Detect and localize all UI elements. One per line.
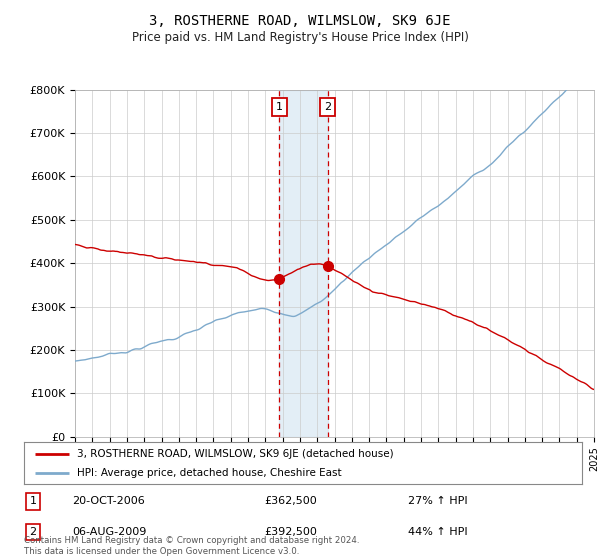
Text: 3, ROSTHERNE ROAD, WILMSLOW, SK9 6JE (detached house): 3, ROSTHERNE ROAD, WILMSLOW, SK9 6JE (de… — [77, 449, 394, 459]
Text: 1: 1 — [29, 496, 37, 506]
Text: 20-OCT-2006: 20-OCT-2006 — [72, 496, 145, 506]
Text: 44% ↑ HPI: 44% ↑ HPI — [408, 527, 467, 537]
Text: 1: 1 — [275, 102, 283, 112]
Text: 2: 2 — [29, 527, 37, 537]
Text: 3, ROSTHERNE ROAD, WILMSLOW, SK9 6JE: 3, ROSTHERNE ROAD, WILMSLOW, SK9 6JE — [149, 14, 451, 28]
Text: Contains HM Land Registry data © Crown copyright and database right 2024.
This d: Contains HM Land Registry data © Crown c… — [24, 536, 359, 556]
Text: £362,500: £362,500 — [264, 496, 317, 506]
Text: 27% ↑ HPI: 27% ↑ HPI — [408, 496, 467, 506]
Text: 06-AUG-2009: 06-AUG-2009 — [72, 527, 146, 537]
Text: HPI: Average price, detached house, Cheshire East: HPI: Average price, detached house, Ches… — [77, 468, 341, 478]
Bar — [279, 90, 328, 437]
Text: Price paid vs. HM Land Registry's House Price Index (HPI): Price paid vs. HM Land Registry's House … — [131, 31, 469, 44]
Text: £392,500: £392,500 — [264, 527, 317, 537]
Text: 2: 2 — [324, 102, 331, 112]
